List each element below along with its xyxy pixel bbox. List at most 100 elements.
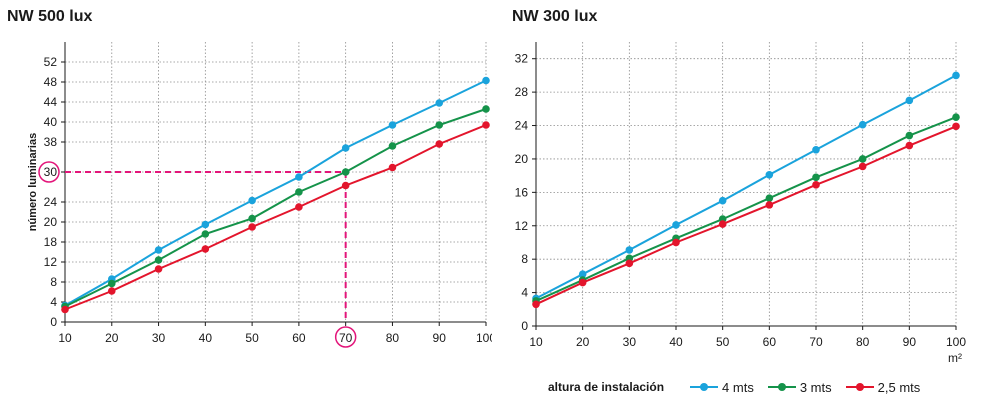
c1-point-2-5-mts-60 [765, 201, 774, 209]
c1-point-4-mts-60 [765, 171, 774, 179]
c0-point-3-mts-50 [248, 214, 256, 223]
c1-point-2-5-mts-80 [858, 162, 867, 171]
c0-point-2-5-mts-60 [295, 203, 303, 211]
c1-point-2-5-mts-30 [625, 259, 634, 268]
c1-point-4-mts-70 [812, 145, 820, 154]
c0-grid [65, 42, 487, 322]
c0-highlight-circle-x-70 [334, 326, 357, 348]
chart-title-300: NW 300 lux [512, 8, 598, 25]
c0-point-3-mts-80 [388, 142, 397, 150]
c1-point-2-5-mts-50 [718, 220, 727, 228]
c1-point-2-5-mts-10 [532, 300, 540, 309]
legend-label-4-mts: 4 mts [722, 379, 754, 395]
c0-y-tick-label-24: 24 [44, 195, 58, 209]
c0-x-tick-label-30: 30 [152, 331, 166, 345]
c0-point-2-5-mts-50 [248, 223, 256, 231]
c0-y-tick-label-16: 18 [44, 235, 58, 249]
c0-series-4-mts [61, 76, 490, 310]
c0-y-tick-label-52: 52 [44, 55, 58, 69]
c0-point-4-mts-100 [482, 76, 490, 85]
c0-point-3-mts-30 [154, 256, 163, 264]
c0-y-tick-label-8: 8 [50, 275, 57, 289]
c1-x-tick-label-30: 30 [623, 335, 637, 349]
c1-point-4-mts-40 [672, 221, 680, 229]
c1-point-3-mts-60 [765, 194, 774, 202]
c1-line-3-mts [535, 116, 957, 302]
c0-point-3-mts-60 [295, 188, 303, 196]
c0-point-2-5-mts-100 [482, 121, 490, 129]
c0-y-axis-label: número luminarias [27, 133, 39, 231]
legend-item-4-mts: 4 mts [690, 380, 754, 395]
legend: altura de instalación 4 mts 3 mts 2,5 mt… [548, 378, 920, 396]
c0-point-2-5-mts-80 [388, 163, 397, 172]
c0-x-tick-label-90: 90 [433, 331, 447, 345]
c1-line-2-5-mts [535, 125, 957, 306]
c0-point-4-mts-30 [154, 246, 163, 254]
c0-point-3-mts-70 [341, 168, 350, 176]
c0-point-4-mts-70 [341, 144, 350, 152]
chart-nw-500-lux: 1020304050607080901000481218202430384044… [27, 42, 492, 348]
legend-label-3-mts: 3 mts [799, 379, 832, 395]
c1-x-tick-label-10: 10 [529, 335, 543, 349]
chart-title-500: NW 500 lux [7, 8, 93, 25]
c0-y-tick-label-0: 0 [50, 315, 57, 329]
legend-swatch-4-mts [690, 382, 719, 392]
c1-point-3-mts-70 [812, 173, 820, 182]
c1-point-2-5-mts-70 [812, 181, 820, 189]
c1-y-tick-label-8: 8 [521, 252, 528, 266]
c0-point-4-mts-60 [295, 173, 303, 181]
c0-series-3-mts [61, 105, 490, 311]
c0-y-tick-label-30: 30 [44, 165, 58, 179]
c0-guide-annotation [38, 161, 357, 348]
c1-point-3-mts-80 [858, 155, 867, 163]
c1-point-4-mts-90 [905, 96, 914, 105]
legend-swatch-2-5-mts [845, 382, 874, 392]
c1-point-2-5-mts-100 [952, 122, 960, 131]
c1-x-axis-label: m² [948, 351, 962, 365]
c0-point-3-mts-40 [201, 230, 210, 238]
c1-x-tick-label-20: 20 [576, 335, 590, 349]
c0-y-tick-label-4: 4 [50, 295, 57, 309]
c1-y-tick-label-0: 0 [521, 319, 528, 333]
legend-label-2-5-mts: 2,5 mts [877, 379, 921, 395]
c1-y-tick-label-16: 16 [515, 185, 529, 199]
c0-y-tick-label-12: 12 [44, 255, 58, 269]
c0-point-3-mts-90 [435, 121, 444, 129]
c1-x-tick-label-90: 90 [903, 335, 917, 349]
c0-point-3-mts-20 [107, 279, 116, 288]
c0-point-2-5-mts-10 [61, 305, 69, 314]
c0-series-2-5-mts [61, 121, 490, 314]
c1-x-tick-label-80: 80 [856, 335, 870, 349]
c1-point-2-5-mts-90 [905, 141, 914, 150]
c0-x-tick-label-60: 60 [292, 331, 306, 345]
chart-nw-300-lux: 10 20 30 40 50 60 70 80 90 100 0 4 8 12 16 20 24 28 32 m² [515, 42, 966, 365]
c1-x-tick-label-60: 60 [763, 335, 777, 349]
c1-y-tick-label-28: 28 [515, 85, 529, 99]
c0-line-2-5-mts [64, 124, 487, 311]
c1-point-3-mts-90 [905, 131, 914, 140]
c1-x-tick-label-70: 70 [809, 335, 823, 349]
c1-point-4-mts-30 [625, 246, 634, 254]
c0-line-3-mts [64, 108, 487, 308]
c1-line-4-mts [535, 74, 957, 300]
c1-point-2-5-mts-20 [578, 278, 587, 287]
c1-x-tick-label-50: 50 [716, 335, 730, 349]
c0-y-tick-label-44: 44 [44, 95, 58, 109]
c0-point-2-5-mts-30 [154, 265, 163, 273]
c0-x-tick-label-40: 40 [199, 331, 213, 345]
c0-point-4-mts-90 [435, 99, 444, 107]
c0-point-4-mts-40 [201, 220, 210, 229]
legend-title: altura de instalación [548, 380, 665, 394]
legend-swatch-3-mts [767, 382, 796, 392]
c0-point-4-mts-50 [248, 196, 256, 205]
c0-x-tick-label-10: 10 [58, 331, 72, 345]
c0-x-tick-label-70: 70 [339, 331, 353, 345]
c1-point-3-mts-100 [952, 113, 960, 121]
c0-x-tick-label-20: 20 [105, 331, 119, 345]
c1-point-4-mts-80 [858, 120, 867, 129]
c1-x-tick-label-100: 100 [946, 335, 966, 349]
c1-y-tick-label-4: 4 [521, 286, 528, 300]
c1-y-tick-label-24: 24 [515, 119, 529, 133]
legend-item-2-5-mts: 2,5 mts [845, 379, 921, 395]
c1-y-tick-label-12: 12 [515, 219, 529, 233]
